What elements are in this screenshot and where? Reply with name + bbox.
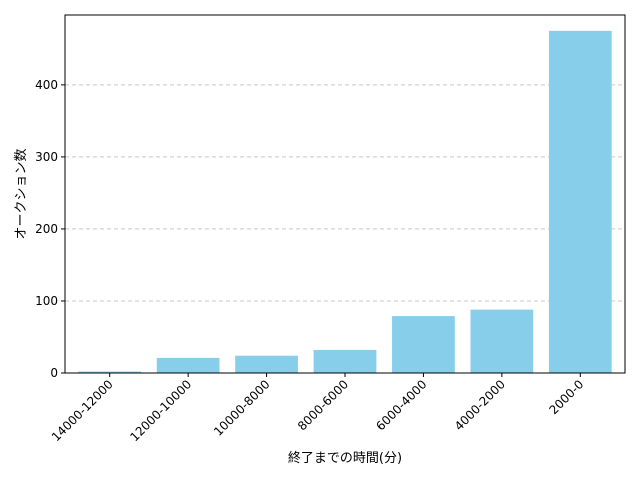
gridlines [65,84,625,302]
y-tick-label: 0 [50,366,58,380]
bar [470,309,534,373]
bar [78,371,142,373]
y-tick-label: 100 [35,294,58,308]
bar [548,30,612,374]
bar [235,355,298,373]
y-tick-label: 400 [35,78,58,92]
y-tick-label: 200 [35,222,58,236]
x-axis-title: 終了までの時間(分) [288,450,402,466]
bar [156,357,220,373]
bar [313,349,377,373]
y-tick-label: 300 [35,150,58,164]
bars [78,30,612,374]
y-axis-title: オークション数 [14,148,29,239]
y-axis-ticks: 0 100 200 300 400 [35,78,65,380]
bar [392,316,455,373]
